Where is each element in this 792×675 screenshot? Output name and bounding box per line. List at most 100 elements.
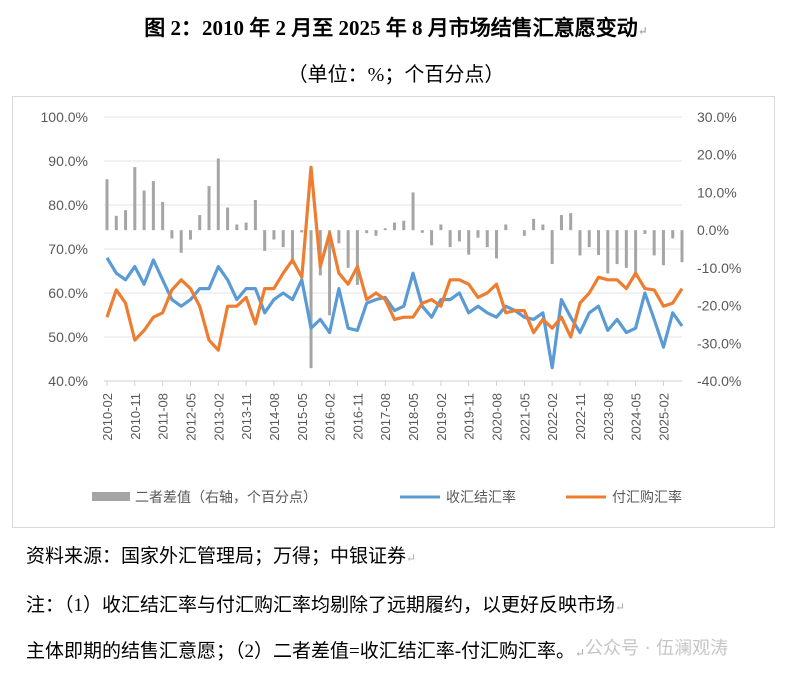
diff-bar xyxy=(198,215,202,231)
diff-bar xyxy=(680,230,684,263)
figure-subtitle: （单位：%；个百分点） xyxy=(287,64,505,86)
diff-bar xyxy=(457,230,461,242)
diff-bar xyxy=(615,230,619,265)
diff-bar xyxy=(244,222,248,231)
right-tick-label: 20.0% xyxy=(697,147,737,163)
diff-bar xyxy=(142,190,146,231)
diff-bar xyxy=(467,230,471,255)
left-tick-label: 90.0% xyxy=(48,153,88,169)
x-tick-label: 2017-08 xyxy=(378,393,393,441)
x-tick-label: 2020-08 xyxy=(490,393,505,441)
note-line-1: 注：（1）收汇结汇率与付汇购汇率均剔除了远期履约，以更好反映市场↵ xyxy=(26,595,626,616)
x-tick-label: 2015-05 xyxy=(295,393,310,441)
diff-bar xyxy=(420,230,424,233)
left-tick-label: 60.0% xyxy=(48,285,88,301)
diff-bar xyxy=(216,158,220,231)
legend-label-diff: 二者差值（右轴，个百分点） xyxy=(135,489,317,505)
diff-bar xyxy=(105,179,109,231)
diff-bar xyxy=(179,230,183,253)
diff-bar xyxy=(253,199,257,231)
right-tick-label: 10.0% xyxy=(697,184,737,200)
diff-bar xyxy=(337,230,341,244)
x-tick-label: 2010-11 xyxy=(128,393,143,440)
diff-bar xyxy=(393,222,396,231)
x-tick-label: 2022-02 xyxy=(545,393,560,441)
diff-bar xyxy=(504,224,508,231)
diff-bar xyxy=(559,215,563,231)
right-tick-label: -40.0% xyxy=(697,373,741,389)
legend-label-pay: 付汇购汇率 xyxy=(612,489,682,505)
diff-bar xyxy=(124,210,128,231)
x-tick-label: 2023-08 xyxy=(601,393,616,441)
diff-bar xyxy=(411,192,415,231)
left-tick-label: 100.0% xyxy=(41,109,88,125)
right-tick-label: -30.0% xyxy=(697,335,741,351)
diff-bar xyxy=(151,181,155,231)
left-tick-label: 50.0% xyxy=(48,329,88,345)
x-tick-label: 2024-05 xyxy=(629,393,644,441)
diff-bar xyxy=(541,224,545,231)
x-tick-label: 2021-05 xyxy=(517,393,532,441)
x-tick-label: 2019-02 xyxy=(434,393,449,441)
diff-bar xyxy=(448,230,452,248)
diff-bar xyxy=(597,230,601,256)
x-tick-label: 2016-11 xyxy=(350,393,365,440)
left-tick-label: 80.0% xyxy=(48,197,88,213)
diff-bar xyxy=(476,230,480,238)
receive-settlement-line xyxy=(105,256,684,370)
diff-bar xyxy=(587,230,591,248)
diff-bar xyxy=(328,230,332,316)
diff-bar xyxy=(207,186,211,231)
diff-bar xyxy=(606,230,610,274)
diff-bar xyxy=(133,167,137,231)
diff-bar xyxy=(402,220,406,231)
x-tick-label: 2013-11 xyxy=(239,393,254,440)
diff-bar xyxy=(309,230,313,369)
diff-bar xyxy=(671,230,675,239)
x-tick-label: 2012-05 xyxy=(183,393,198,441)
diff-bar xyxy=(365,230,369,234)
diff-bar xyxy=(578,230,582,256)
diff-bar xyxy=(355,230,359,285)
diff-bar xyxy=(522,230,526,236)
diff-bar xyxy=(634,230,638,278)
x-tick-label: 2010-02 xyxy=(100,393,115,441)
source-text: 资料来源：国家外汇管理局；万得；中银证券↵ xyxy=(26,546,417,567)
left-tick-label: 70.0% xyxy=(48,241,88,257)
diff-bar xyxy=(374,230,378,236)
diff-bar xyxy=(532,218,536,231)
diff-bar xyxy=(569,213,573,231)
right-tick-label: -20.0% xyxy=(697,298,741,314)
diff-bar xyxy=(272,230,276,240)
left-tick-label: 40.0% xyxy=(48,373,88,389)
diff-bar xyxy=(661,230,665,266)
x-tick-label: 2018-05 xyxy=(406,393,421,441)
pay-purchase-line xyxy=(105,165,684,352)
diff-bar xyxy=(161,201,165,231)
diff-bar xyxy=(383,228,387,231)
figure-title: 图 2：2010 年 2 月至 2025 年 8 月市场结售汇意愿变动↵ xyxy=(144,16,648,40)
note-line-2: 主体即期的结售汇意愿；（2）二者差值=收汇结汇率-付汇购汇率。↵ xyxy=(26,641,586,662)
x-tick-label: 2013-02 xyxy=(211,393,226,441)
x-tick-label: 2022-11 xyxy=(573,393,588,440)
diff-bar xyxy=(263,230,267,251)
diff-bar xyxy=(550,230,554,265)
x-tick-label: 2016-02 xyxy=(323,393,338,441)
diff-bar xyxy=(170,230,174,239)
diff-bar xyxy=(624,230,628,268)
right-tick-label: 0.0% xyxy=(697,222,729,238)
diff-bar xyxy=(346,230,350,268)
legend-label-receive: 收汇结汇率 xyxy=(446,489,516,505)
diff-bar xyxy=(430,230,434,246)
diff-bar xyxy=(226,207,230,231)
watermark: 公众号 · 伍澜观涛 xyxy=(585,638,729,659)
diff-bar xyxy=(290,230,294,265)
chart-frame xyxy=(12,96,775,528)
diff-bar xyxy=(652,230,656,256)
x-tick-label: 2019-11 xyxy=(462,393,477,440)
legend-swatch-diff xyxy=(92,492,130,501)
diff-bar xyxy=(300,230,304,233)
diff-bar xyxy=(643,230,647,234)
